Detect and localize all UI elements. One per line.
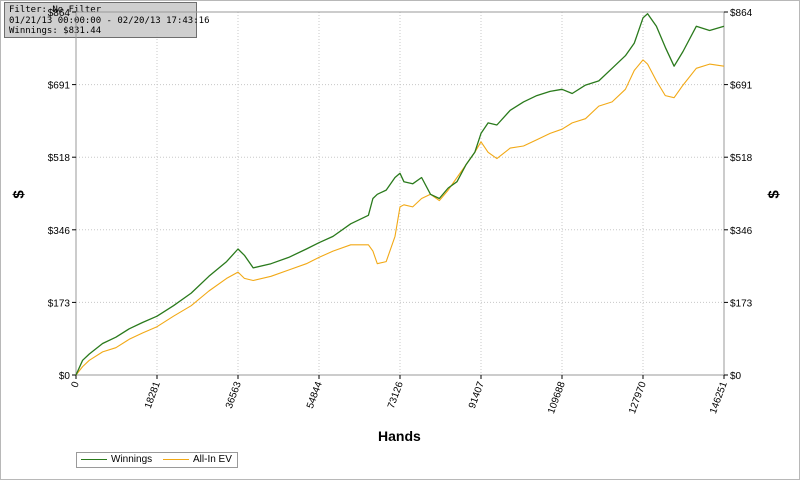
winnings-chart: $0 $0 $173 $173 $346 $346 $518 $518 $691 $691 $864… xyxy=(48,8,753,416)
x-tick-label: 109688 xyxy=(546,380,568,416)
filter-info-box: Filter: No Filter 01/21/13 00:00:00 - 02… xyxy=(4,2,210,38)
x-tick-label: 91407 xyxy=(467,380,487,410)
y-tick-label-right: $864 xyxy=(730,8,753,19)
x-axis-label: Hands xyxy=(378,428,421,444)
y-tick-label-left: $691 xyxy=(48,81,71,92)
legend-item-allin-ev: All-In EV xyxy=(163,454,232,465)
y-tick-label-right: $173 xyxy=(730,298,753,309)
x-tick-label: 0 xyxy=(70,380,82,389)
series-line-winnings xyxy=(75,13,725,376)
date-range-text: 01/21/13 00:00:00 - 02/20/13 17:43:16 xyxy=(9,15,210,26)
x-tick-label: 127970 xyxy=(627,380,649,416)
legend-swatch-allin-ev xyxy=(163,459,189,460)
y-tick-label-right: $691 xyxy=(730,81,753,92)
y-tick-label-left: $518 xyxy=(48,153,71,164)
series-line-allin-ev xyxy=(75,59,725,376)
grid-lines xyxy=(76,12,724,375)
y-tick-label-left: $864 xyxy=(48,8,71,19)
x-tick-label: 73126 xyxy=(386,380,406,410)
legend-swatch-winnings xyxy=(81,459,107,460)
x-tick-label: 146251 xyxy=(708,380,730,416)
legend-label-winnings: Winnings xyxy=(111,454,153,465)
x-tick-label: 54844 xyxy=(305,380,325,410)
axes xyxy=(72,11,728,379)
y-tick-label-right: $346 xyxy=(730,226,753,237)
x-tick-label: 36563 xyxy=(224,380,244,410)
y-tick-label-left: $173 xyxy=(48,298,71,309)
x-tick-label: 18281 xyxy=(143,380,163,410)
legend-label-allin-ev: All-In EV xyxy=(193,454,232,465)
y-tick-label-right: $518 xyxy=(730,153,753,164)
y-tick-label-left: $346 xyxy=(48,226,71,237)
y-tick-label-left: $0 xyxy=(59,371,71,382)
legend: Winnings All-In EV xyxy=(76,452,238,468)
series-lines xyxy=(75,13,725,376)
legend-item-winnings: Winnings xyxy=(81,454,152,465)
winnings-text: Winnings: $831.44 xyxy=(9,26,102,36)
y-tick-label-right: $0 xyxy=(730,371,742,382)
filter-text: Filter: No Filter xyxy=(9,5,102,15)
